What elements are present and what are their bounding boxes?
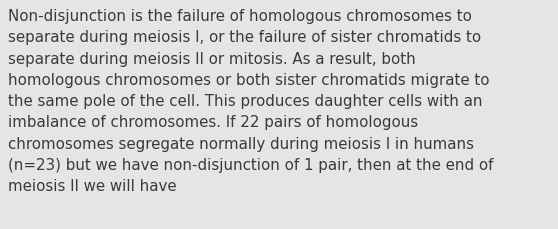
Text: Non-disjunction is the failure of homologous chromosomes to
separate during meio: Non-disjunction is the failure of homolo…	[8, 9, 494, 193]
